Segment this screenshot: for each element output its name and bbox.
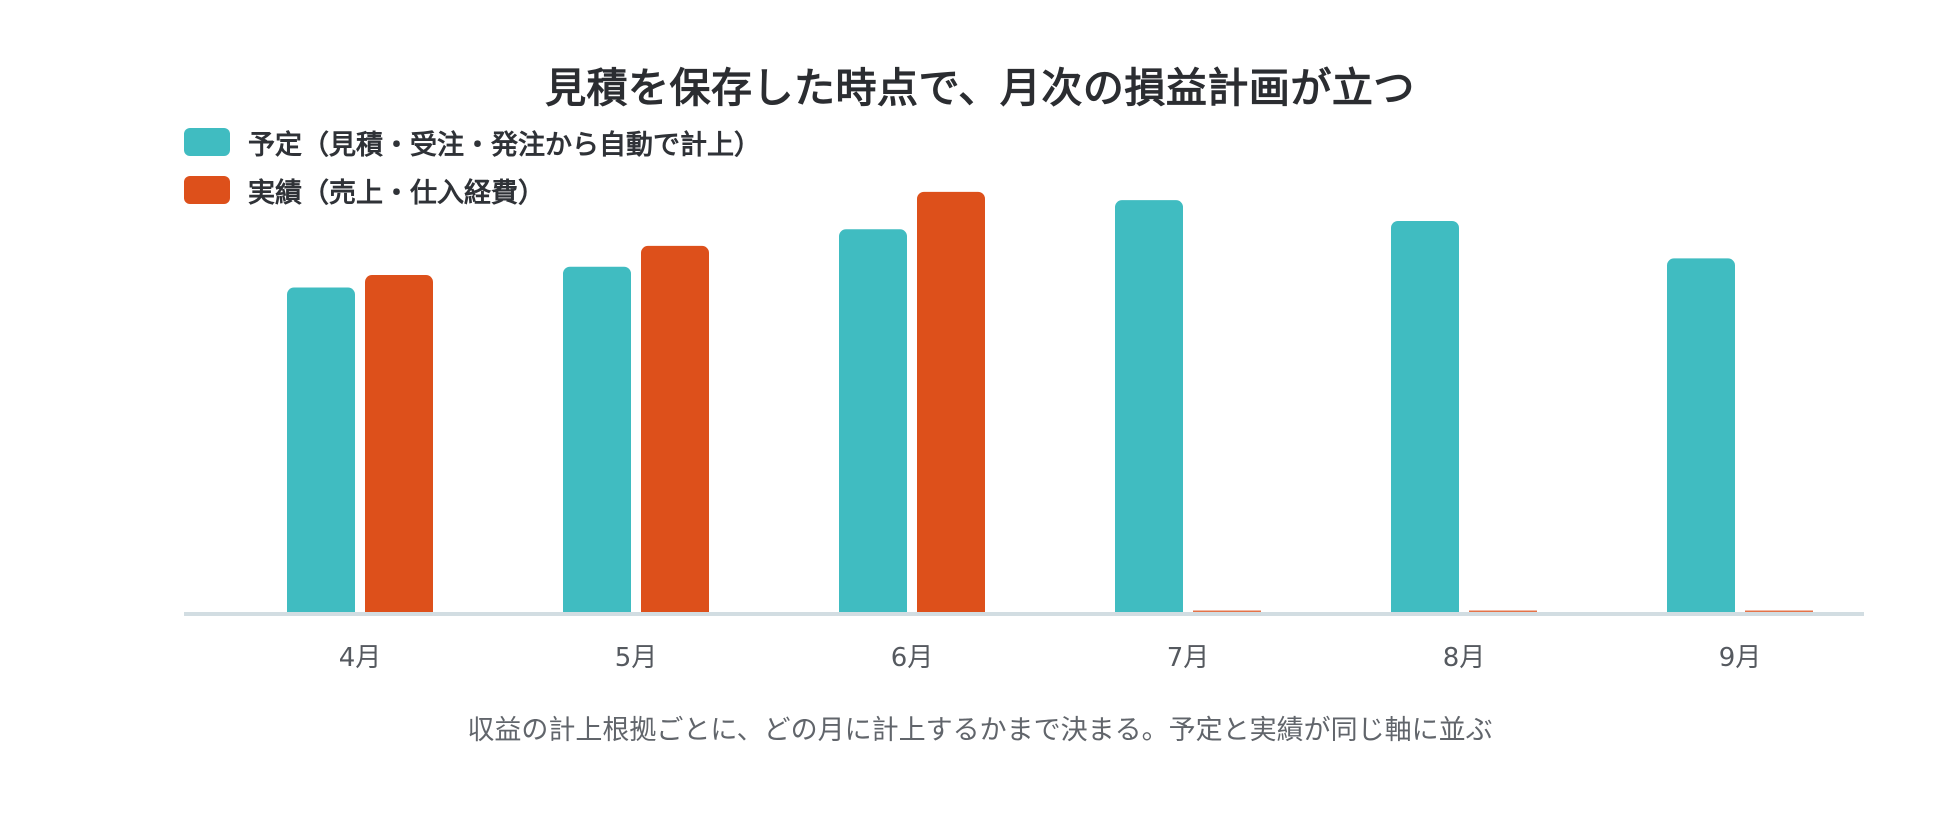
bar-actual-8m <box>1469 610 1537 612</box>
legend-item-plan: 予定（見積・受注・発注から自動で計上） <box>184 118 761 166</box>
x-tick-label: 5月 <box>615 643 658 673</box>
x-tick-label: 7月 <box>1167 643 1210 673</box>
bar-plan-5m <box>563 266 631 619</box>
x-tick-labels: 4月 5月 6月 7月 8月 9月 <box>339 643 1762 673</box>
legend-swatch-plan <box>184 128 230 156</box>
bar-actual-9m <box>1745 610 1813 612</box>
bar-plan-4m <box>287 287 355 619</box>
bars-layer <box>287 191 1813 620</box>
chart-legend: 予定（見積・受注・発注から自動で計上） 実績（売上・仕入経費） <box>184 118 761 214</box>
bar-plan-6m <box>839 229 907 619</box>
legend-swatch-actual <box>184 176 230 204</box>
x-tick-label: 9月 <box>1719 643 1762 673</box>
bar-plan-9m <box>1667 258 1735 619</box>
x-tick-label: 8月 <box>1443 643 1486 673</box>
legend-item-actual: 実績（売上・仕入経費） <box>184 166 761 214</box>
baseline-mask <box>184 616 1864 628</box>
legend-label-plan: 予定（見積・受注・発注から自動で計上） <box>248 129 761 161</box>
bar-actual-7m <box>1193 610 1261 612</box>
chart-caption: 収益の計上根拠ごとに、どの月に計上するかまで決まる。予定と実績が同じ軸に並ぶ <box>467 715 1493 746</box>
bar-plan-8m <box>1391 220 1459 619</box>
x-tick-label: 6月 <box>891 643 934 673</box>
bar-actual-5m <box>641 245 709 620</box>
chart-title: 見積を保存した時点で、月次の損益計画が立つ <box>545 64 1415 112</box>
bar-actual-4m <box>365 275 433 619</box>
legend-label-actual: 実績（売上・仕入経費） <box>248 177 545 209</box>
bar-plan-7m <box>1115 200 1183 619</box>
bar-actual-6m <box>917 191 985 619</box>
x-tick-label: 4月 <box>339 643 382 673</box>
